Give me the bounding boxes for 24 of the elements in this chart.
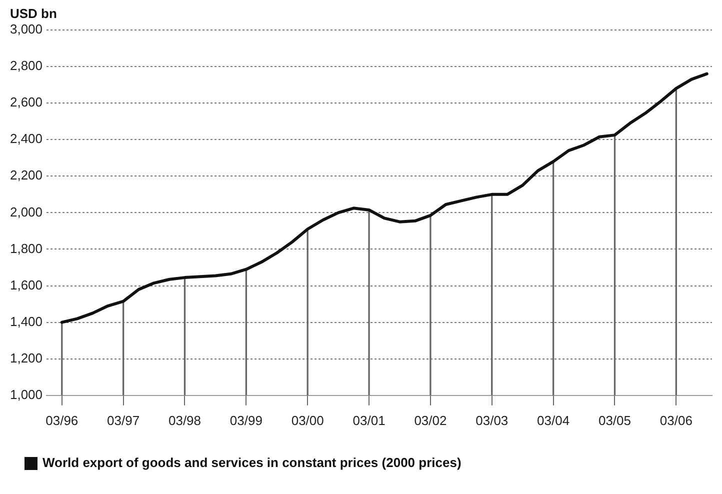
x-tick-label: 03/05 (598, 412, 632, 428)
y-tick-label: 1,200 (10, 350, 43, 366)
x-tick-label: 03/97 (107, 412, 140, 428)
y-tick-label: 2,400 (10, 131, 43, 146)
y-tick-label: 2,800 (10, 58, 43, 74)
x-tick-label: 03/03 (476, 412, 508, 428)
y-tick-label: 2,000 (10, 204, 43, 220)
x-tick-label: 03/06 (660, 412, 692, 428)
x-tick-label: 03/01 (352, 412, 386, 428)
legend-label: World export of goods and services in constant prices (2000 prices) (42, 455, 462, 470)
x-tick-label: 03/02 (414, 412, 447, 428)
y-axis-title: USD bn (10, 6, 57, 21)
x-tick-label: 03/00 (291, 412, 324, 428)
y-tick-label: 1,800 (10, 240, 43, 256)
y-tick-label: 1,000 (10, 386, 43, 402)
y-tick-label: 1,600 (10, 277, 43, 292)
y-tick-label: 2,600 (10, 94, 43, 110)
x-tick-label: 03/96 (46, 412, 78, 428)
x-tick-label: 03/04 (537, 412, 570, 428)
x-tick-label: 03/99 (230, 412, 262, 428)
x-tick-label: 03/98 (168, 412, 202, 428)
y-tick-label: 3,000 (10, 22, 43, 37)
y-tick-label: 1,400 (10, 314, 43, 329)
y-tick-label: 2,200 (10, 168, 43, 183)
